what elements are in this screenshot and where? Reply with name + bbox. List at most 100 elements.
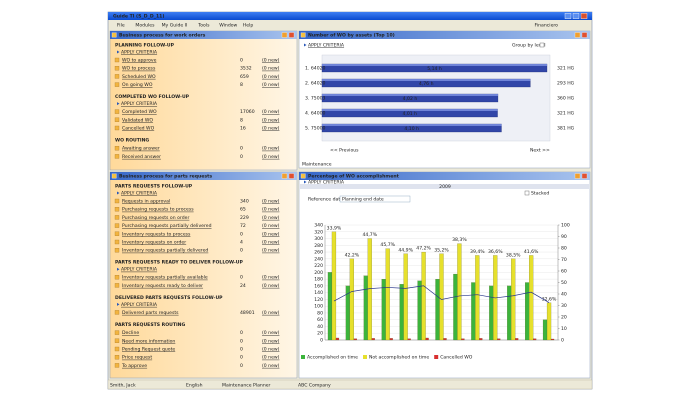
panel-close[interactable] — [288, 173, 295, 179]
panel-option[interactable] — [574, 32, 581, 38]
y-tick-label: 180 — [314, 277, 323, 283]
row-new[interactable]: (0 new) — [262, 199, 280, 205]
row-link[interactable]: Completed WO — [122, 109, 157, 115]
maximize-button[interactable] — [572, 13, 580, 19]
row-link[interactable]: To approve — [121, 363, 147, 369]
row-new[interactable]: (0 new) — [262, 207, 280, 213]
row-new[interactable]: (0 new) — [262, 154, 280, 160]
row-link[interactable]: Awaiting answer — [122, 146, 160, 152]
row-new[interactable]: (0 new) — [262, 215, 280, 221]
next-link[interactable]: Next >> — [530, 148, 550, 154]
menu-item[interactable]: My Guide II — [162, 23, 188, 29]
panel-option[interactable] — [281, 32, 288, 38]
bar — [435, 279, 440, 341]
line-value-label: 41,6% — [524, 249, 539, 255]
minimize-button[interactable] — [564, 13, 572, 19]
row-new[interactable]: (0 new) — [262, 223, 280, 229]
apply-criteria[interactable]: APPLY CRITERIA — [308, 43, 345, 49]
line-value-label: 36,6% — [488, 249, 503, 255]
row-new[interactable]: (0 new) — [262, 240, 280, 246]
panel-close[interactable] — [288, 32, 295, 38]
apply-criteria[interactable]: APPLY CRITERIA — [121, 302, 158, 308]
row-new[interactable]: (0 new) — [262, 82, 280, 88]
y2-tick-label: 10 — [561, 326, 567, 332]
apply-criteria[interactable]: APPLY CRITERIA — [121, 191, 158, 197]
row-link[interactable]: Purchasing requests on order — [122, 215, 189, 221]
row-new[interactable]: (0 new) — [262, 58, 280, 64]
row-link[interactable]: Need more information — [122, 338, 175, 344]
row-link[interactable]: WO to approve — [122, 58, 157, 64]
row-new[interactable]: (0 new) — [262, 363, 280, 369]
row-link[interactable]: Inventory requests to process — [122, 231, 191, 237]
row-link[interactable]: Inventory requests on order — [122, 240, 186, 246]
row-link[interactable]: Cancelled WO — [122, 126, 155, 132]
row-new[interactable]: (0 new) — [262, 66, 280, 72]
apply-criteria[interactable]: APPLY CRITERIA — [121, 50, 158, 56]
bar — [403, 253, 408, 341]
bar-value-label: 4,10 h — [404, 126, 419, 132]
row-new[interactable]: (0 new) — [262, 355, 280, 361]
group-by-checkbox[interactable] — [539, 42, 545, 48]
row-new[interactable]: (0 new) — [262, 126, 280, 132]
row-new[interactable]: (0 new) — [262, 231, 280, 237]
bar — [453, 273, 458, 341]
row-count: 16 — [240, 126, 246, 132]
row-new[interactable]: (0 new) — [262, 283, 280, 289]
row-link[interactable]: Purchasing requests to process — [122, 207, 194, 213]
apply-criteria[interactable]: APPLY CRITERIA — [121, 267, 158, 273]
asset-label: 293 HG — [557, 81, 575, 87]
panel-close[interactable] — [581, 32, 588, 38]
row-link[interactable]: Decline — [122, 330, 139, 336]
row-link[interactable]: Inventory requests partially delivered — [122, 248, 208, 254]
menu-item[interactable]: Window — [219, 23, 237, 29]
row-new[interactable]: (0 new) — [262, 330, 280, 336]
row-new[interactable]: (0 new) — [262, 117, 280, 123]
user-menu[interactable]: Financiero — [535, 23, 559, 29]
row-link[interactable]: Purchasing requests partially delivered — [122, 223, 212, 229]
row-icon — [114, 283, 120, 288]
close-button[interactable] — [580, 13, 588, 19]
apply-criteria[interactable]: APPLY CRITERIA — [121, 101, 158, 107]
row-new[interactable]: (0 new) — [262, 347, 280, 353]
row-new[interactable]: (0 new) — [262, 74, 280, 80]
row-link[interactable]: Requests in approval — [122, 199, 170, 205]
row-link[interactable]: WO to process — [122, 66, 156, 72]
row-link[interactable]: Scheduled WO — [122, 74, 156, 80]
row-link[interactable]: Validated WO — [122, 117, 153, 123]
row-link[interactable]: On going WO — [122, 82, 153, 88]
panel-option[interactable] — [574, 173, 581, 179]
previous-link[interactable]: << Previous — [330, 148, 359, 154]
apply-criteria[interactable]: APPLY CRITERIA — [308, 180, 345, 186]
bar — [457, 243, 462, 341]
category-label: 5. 75000 — [305, 126, 326, 132]
row-new[interactable]: (0 new) — [262, 109, 280, 115]
row-link[interactable]: Delivered parts requests — [122, 310, 179, 316]
reference-select[interactable] — [339, 195, 411, 203]
row-new[interactable]: (0 new) — [262, 248, 280, 254]
row-count: 0 — [240, 231, 243, 237]
row-link[interactable]: Pending Request quote — [122, 347, 175, 353]
status-item: Smith, Jack — [110, 382, 136, 388]
menu-item[interactable]: File — [117, 23, 125, 29]
row-link[interactable]: Inventory requests partially available — [122, 275, 208, 281]
row-icon — [114, 248, 120, 253]
y-tick-label: 340 — [314, 223, 323, 229]
row-new[interactable]: (0 new) — [262, 310, 280, 316]
menu-item[interactable]: Modules — [135, 23, 155, 29]
stacked-checkbox[interactable] — [524, 190, 530, 196]
line-value-label: 44,7% — [363, 232, 378, 238]
menu-item[interactable]: Tools — [197, 23, 210, 29]
y-tick-label: 100 — [314, 304, 323, 310]
row-link[interactable]: Price request — [122, 355, 152, 361]
row-new[interactable]: (0 new) — [262, 275, 280, 281]
row-new[interactable]: (0 new) — [262, 146, 280, 152]
panel-close[interactable] — [581, 173, 588, 179]
row-icon — [114, 355, 120, 360]
row-link[interactable]: Received answer — [122, 154, 161, 160]
panel-option[interactable] — [281, 173, 288, 179]
row-count: 0 — [240, 275, 243, 281]
row-link[interactable]: Inventory requests ready to deliver — [122, 283, 203, 289]
menu-item[interactable]: Help — [243, 23, 254, 29]
row-icon — [114, 215, 120, 220]
row-new[interactable]: (0 new) — [262, 338, 280, 344]
